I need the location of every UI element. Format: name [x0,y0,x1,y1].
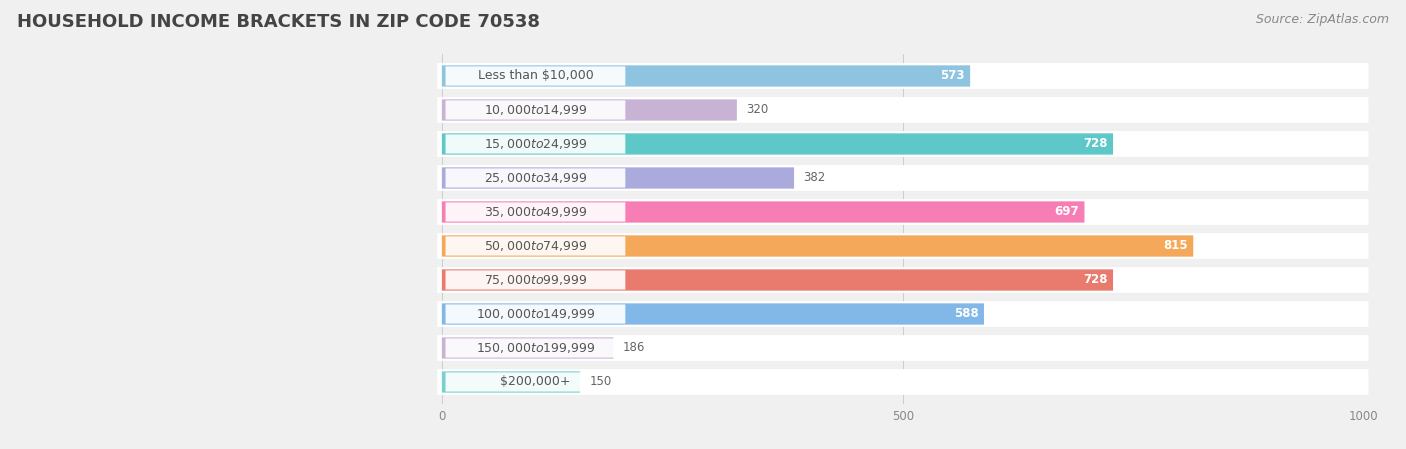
FancyBboxPatch shape [437,131,1368,157]
Text: $200,000+: $200,000+ [501,375,571,388]
Text: HOUSEHOLD INCOME BRACKETS IN ZIP CODE 70538: HOUSEHOLD INCOME BRACKETS IN ZIP CODE 70… [17,13,540,31]
FancyBboxPatch shape [446,168,626,188]
Text: Source: ZipAtlas.com: Source: ZipAtlas.com [1256,13,1389,26]
Text: $50,000 to $74,999: $50,000 to $74,999 [484,239,588,253]
FancyBboxPatch shape [446,304,626,324]
FancyBboxPatch shape [441,304,984,325]
FancyBboxPatch shape [441,167,794,189]
FancyBboxPatch shape [437,63,1368,89]
Text: 728: 728 [1083,273,1108,286]
FancyBboxPatch shape [446,134,626,154]
FancyBboxPatch shape [446,66,626,86]
Text: $35,000 to $49,999: $35,000 to $49,999 [484,205,588,219]
FancyBboxPatch shape [441,337,613,359]
FancyBboxPatch shape [446,101,626,119]
FancyBboxPatch shape [441,99,737,121]
FancyBboxPatch shape [446,237,626,255]
FancyBboxPatch shape [441,133,1114,154]
Text: 320: 320 [747,103,768,116]
FancyBboxPatch shape [437,199,1368,225]
FancyBboxPatch shape [446,202,626,221]
Text: 728: 728 [1083,137,1108,150]
FancyBboxPatch shape [441,235,1194,257]
FancyBboxPatch shape [437,335,1368,361]
Text: $10,000 to $14,999: $10,000 to $14,999 [484,103,588,117]
FancyBboxPatch shape [437,301,1368,327]
FancyBboxPatch shape [446,372,626,392]
FancyBboxPatch shape [441,371,581,392]
Text: Less than $10,000: Less than $10,000 [478,70,593,83]
Text: $15,000 to $24,999: $15,000 to $24,999 [484,137,588,151]
Text: 186: 186 [623,342,645,355]
Text: $25,000 to $34,999: $25,000 to $34,999 [484,171,588,185]
FancyBboxPatch shape [437,369,1368,395]
FancyBboxPatch shape [446,270,626,290]
Text: $100,000 to $149,999: $100,000 to $149,999 [475,307,595,321]
FancyBboxPatch shape [446,339,626,357]
FancyBboxPatch shape [437,97,1368,123]
Text: 697: 697 [1054,206,1078,219]
FancyBboxPatch shape [437,233,1368,259]
Text: 573: 573 [941,70,965,83]
FancyBboxPatch shape [441,66,970,87]
Text: $75,000 to $99,999: $75,000 to $99,999 [484,273,588,287]
Text: 815: 815 [1163,239,1188,252]
Text: $150,000 to $199,999: $150,000 to $199,999 [475,341,595,355]
FancyBboxPatch shape [437,165,1368,191]
FancyBboxPatch shape [437,267,1368,293]
Text: 382: 382 [803,172,825,185]
FancyBboxPatch shape [441,269,1114,291]
Text: 150: 150 [589,375,612,388]
FancyBboxPatch shape [441,201,1084,223]
Text: 588: 588 [953,308,979,321]
